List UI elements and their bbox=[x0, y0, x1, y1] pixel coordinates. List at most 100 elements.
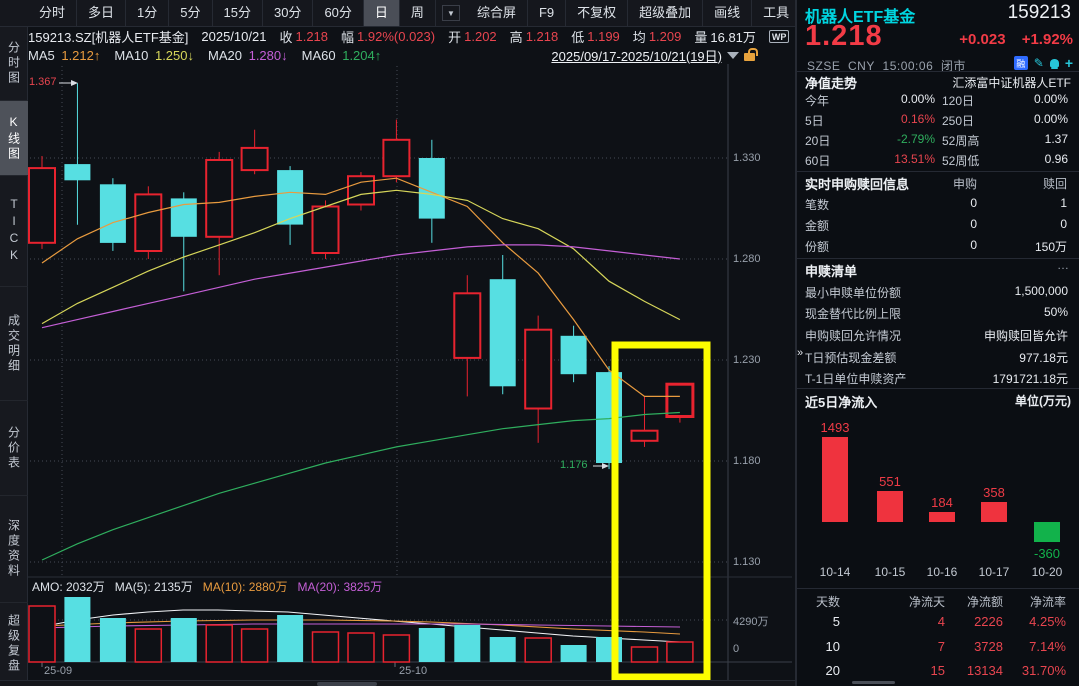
volume-bar bbox=[64, 597, 91, 662]
redeem-value: 0 bbox=[1060, 217, 1067, 231]
netvalue-value: 1.37 bbox=[1044, 132, 1068, 146]
ma-line-ma60 bbox=[41, 411, 680, 561]
tool-button[interactable]: 综合屏 bbox=[466, 0, 528, 26]
flow-table-cell: 31.70% bbox=[1021, 663, 1066, 678]
netflow-value-label: -360 bbox=[1033, 546, 1061, 561]
candle-body bbox=[665, 382, 695, 419]
period-tab[interactable]: 5分 bbox=[169, 0, 213, 26]
list-row-label: T日预估现金差额 bbox=[805, 351, 897, 365]
more-ellipsis-icon[interactable]: … bbox=[1057, 258, 1069, 272]
quote-field: 开 1.202 bbox=[448, 27, 497, 46]
ma-value: 1.204↑ bbox=[342, 47, 382, 63]
netvalue-value: 0.00% bbox=[1033, 112, 1068, 126]
quote-field: 量 16.81万 bbox=[694, 27, 756, 46]
netvalue-label: 5日 bbox=[805, 114, 824, 128]
alert-bell-icon[interactable] bbox=[1049, 59, 1059, 69]
sidebar-item-6[interactable]: 深度资料 bbox=[0, 496, 28, 603]
tool-button[interactable]: F9 bbox=[528, 0, 567, 26]
period-dropdown-caret[interactable]: ▼ bbox=[441, 5, 460, 21]
volume-bar bbox=[596, 637, 622, 662]
netvalue-value: 0.96 bbox=[1044, 152, 1068, 166]
sidebar-item-2[interactable]: K线图 bbox=[0, 101, 28, 176]
netvalue-label: 52周高 bbox=[942, 134, 980, 148]
panel-scrollbar[interactable] bbox=[852, 681, 895, 684]
flow-table-header: 天数 bbox=[815, 595, 840, 609]
fund-panel: 机器人ETF基金 159213 1.218 +0.023 +1.92% SZSE… bbox=[795, 0, 1079, 686]
netvalue-label: 今年 bbox=[805, 94, 830, 108]
period-tab[interactable]: 15分 bbox=[213, 0, 263, 26]
subscribe-value: 0 bbox=[970, 196, 977, 210]
bottom-scrollbar[interactable] bbox=[317, 682, 377, 686]
candle-body bbox=[596, 372, 622, 463]
flow-table-cell: 15 bbox=[930, 663, 945, 678]
candle-body bbox=[205, 159, 234, 238]
field-label: 低 bbox=[571, 30, 585, 45]
tool-button[interactable]: 不复权 bbox=[566, 0, 629, 26]
wp-badge[interactable]: WP bbox=[768, 30, 790, 43]
sidebar-item-3[interactable]: TICK bbox=[0, 176, 28, 287]
candle-body bbox=[134, 193, 163, 252]
tool-button[interactable]: 工具 bbox=[752, 0, 802, 26]
ma-legend-item: MA10 1.250↓ bbox=[114, 48, 194, 63]
volume-bar bbox=[560, 645, 587, 662]
period-tabs: 分时 多日 1分 5分 15分 30分 60分日周 ▼ bbox=[28, 0, 466, 26]
candle-body bbox=[311, 205, 340, 254]
bottom-strip bbox=[0, 680, 795, 686]
period-tab[interactable]: 1分 bbox=[126, 0, 170, 26]
flow-table-cell: 4 bbox=[937, 614, 945, 629]
full-fund-name: 汇添富中证机器人ETF bbox=[952, 76, 1071, 90]
flow-table-cell: 13134 bbox=[966, 663, 1003, 678]
edit-icon[interactable]: ✎ bbox=[1033, 56, 1044, 70]
netvalue-value: 0.00% bbox=[900, 92, 935, 106]
ma-legend-row: MA5 1.212↑ MA10 1.250↓ MA20 1.280↓ MA60 1.2… bbox=[28, 46, 795, 64]
last-price: 1.218 bbox=[805, 20, 883, 52]
candle-body bbox=[489, 279, 516, 387]
field-label: 开 bbox=[448, 30, 462, 45]
divider bbox=[797, 171, 1079, 172]
left-sidebar: 分时图 K线图 TICK 成交明细 分价表 深度资料 超级复盘 bbox=[0, 27, 28, 686]
expand-arrow-icon[interactable]: » bbox=[797, 347, 804, 359]
subscribe-col-header: 申购 bbox=[952, 177, 977, 191]
period-tab[interactable]: 分时 bbox=[28, 0, 78, 26]
price-change: +0.023 +1.92% bbox=[947, 31, 1073, 48]
period-tab[interactable]: 日 bbox=[363, 0, 400, 26]
tool-button[interactable]: 画线 bbox=[703, 0, 753, 26]
netflow-value-label: 551 bbox=[879, 474, 901, 489]
period-tab[interactable]: 周 bbox=[400, 0, 436, 26]
lock-icon[interactable] bbox=[744, 48, 758, 61]
date-range-selector[interactable]: 2025/09/17-2025/10/21(19日) bbox=[551, 46, 758, 65]
divider bbox=[797, 71, 1079, 72]
period-tab[interactable]: 30分 bbox=[263, 0, 314, 26]
sidebar-item-7[interactable]: 超级复盘 bbox=[0, 603, 28, 685]
period-tab[interactable]: 多日 bbox=[77, 0, 127, 26]
candle-body bbox=[453, 292, 482, 359]
volume-bar bbox=[205, 624, 233, 663]
ma-legend-item: MA5 1.212↑ bbox=[28, 48, 100, 63]
sidebar-item-1[interactable]: 分时图 bbox=[0, 27, 28, 101]
tool-button[interactable]: 超级叠加 bbox=[628, 0, 704, 26]
field-value: 1.92%(0.023) bbox=[357, 29, 436, 44]
field-label: 高 bbox=[509, 30, 523, 45]
add-icon[interactable]: + bbox=[1064, 55, 1073, 71]
list-row-label: 最小申赎单位份额 bbox=[805, 286, 902, 300]
redeem-value: 1 bbox=[1060, 196, 1067, 210]
volume-bar bbox=[630, 646, 659, 663]
volume-ma-line bbox=[39, 609, 681, 643]
divider bbox=[797, 258, 1079, 259]
realtime-label: 笔数 bbox=[805, 198, 830, 212]
realtime-label: 金额 bbox=[805, 219, 830, 233]
netvalue-label: 52周低 bbox=[942, 154, 980, 168]
sidebar-item-5[interactable]: 分价表 bbox=[0, 401, 28, 496]
sidebar-item-4[interactable]: 成交明细 bbox=[0, 287, 28, 401]
volume-ma-line bbox=[42, 619, 681, 635]
period-tab[interactable]: 60分 bbox=[313, 0, 364, 26]
netvalue-label: 120日 bbox=[942, 94, 975, 108]
candle-body bbox=[347, 175, 375, 206]
ma-value: 1.212↑ bbox=[61, 47, 101, 63]
price-tick-label: 1.330 bbox=[733, 152, 761, 164]
candle-body bbox=[240, 146, 269, 172]
volume-ma-item: MA(10): 2880万 bbox=[202, 580, 288, 594]
quote-field: 高 1.218 bbox=[510, 27, 559, 46]
margin-icon[interactable]: 融 bbox=[1013, 56, 1028, 70]
field-label: 幅 bbox=[341, 30, 355, 45]
